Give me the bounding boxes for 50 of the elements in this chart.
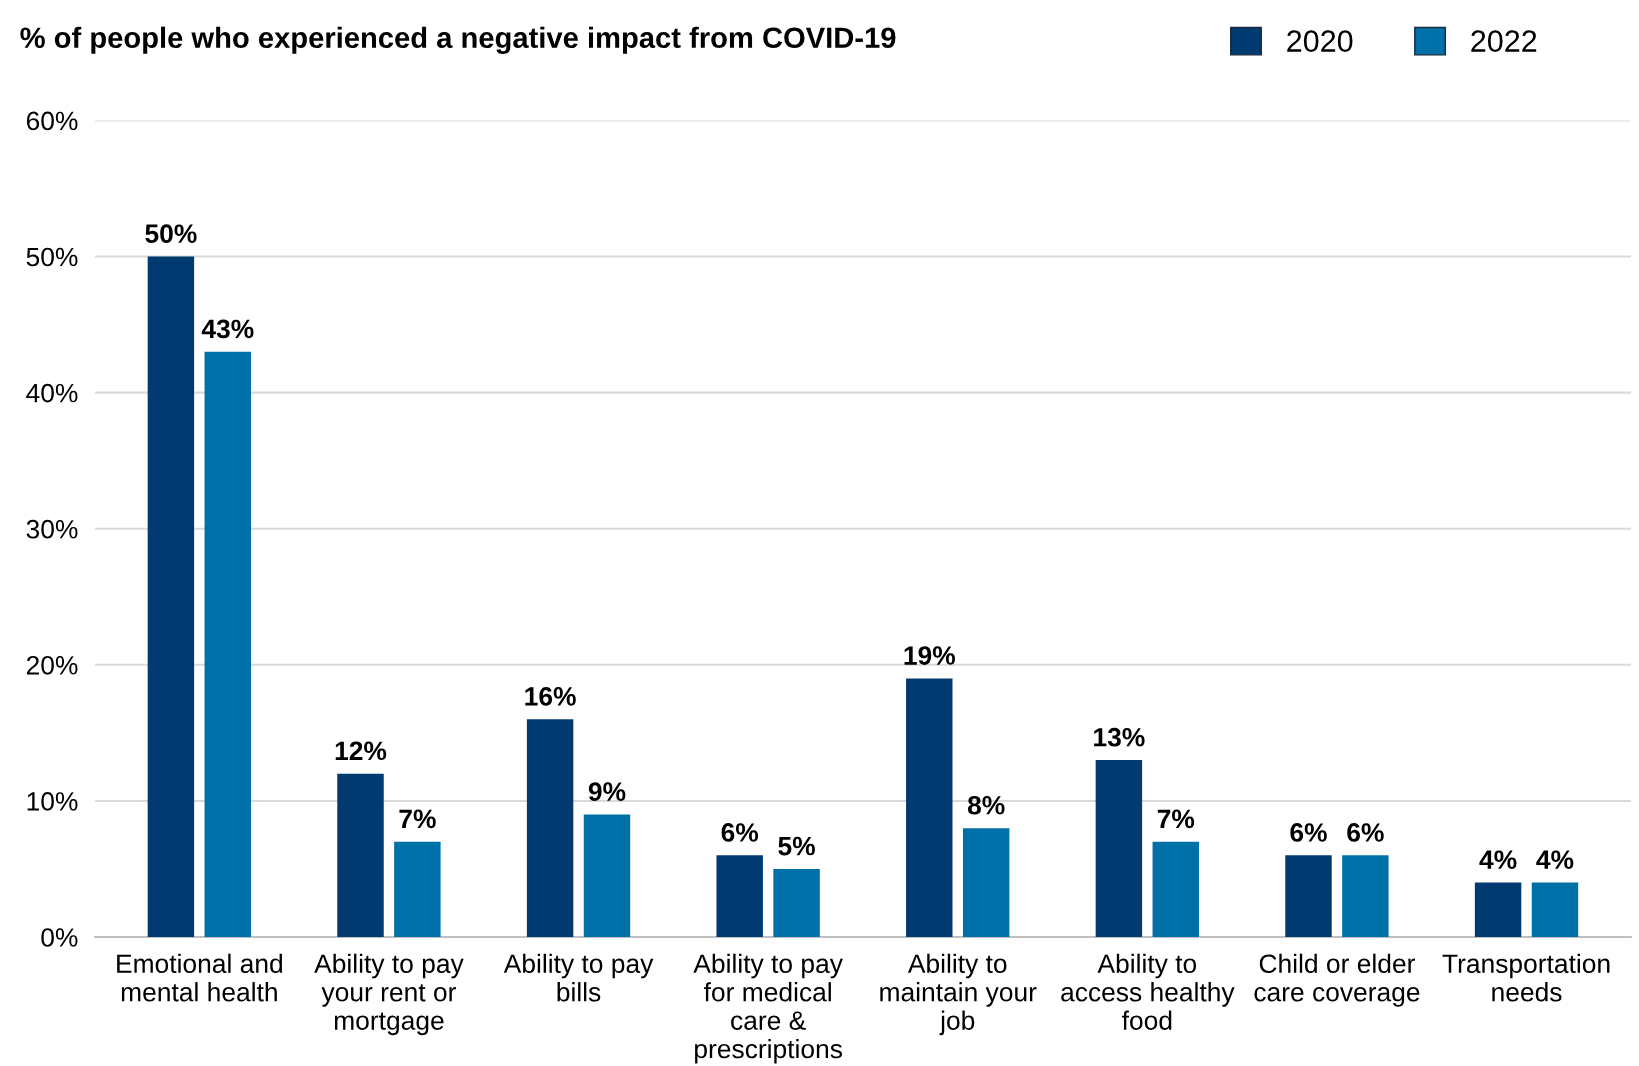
- data-label: 4%: [1536, 850, 1574, 869]
- data-label: 8%: [967, 795, 1005, 815]
- data-label: 6%: [1290, 823, 1327, 842]
- x-tick-label: Ability to pay bills: [503, 953, 654, 1002]
- chart-title: % of people who experienced a negative impact from COVID-19: [20, 26, 896, 54]
- data-label: 13%: [1094, 727, 1145, 747]
- y-tick-label: 30%: [26, 519, 78, 539]
- bar: [1342, 855, 1389, 938]
- data-label: 7%: [399, 809, 436, 829]
- bar: [1095, 760, 1143, 938]
- x-tick-label: Child or elder care coverage: [1254, 953, 1420, 1007]
- x-tick-label: Ability to access healthy food: [1061, 953, 1235, 1030]
- bar: [337, 773, 384, 938]
- y-tick-label: 50%: [26, 247, 78, 267]
- bar: [526, 719, 574, 938]
- bar: [962, 828, 1010, 938]
- bar: [147, 256, 195, 938]
- data-label: 9%: [588, 782, 626, 801]
- y-tick-label: 60%: [26, 111, 78, 131]
- x-tick-label: Transportation needs: [1442, 953, 1610, 1002]
- data-label: 6%: [721, 823, 759, 842]
- bar: [1474, 882, 1522, 938]
- x-tick-label: Ability to pay for medical care & prescriptions: [693, 953, 843, 1064]
- data-label: 4%: [1479, 850, 1517, 869]
- x-tick-label: Ability to maintain your job: [880, 953, 1037, 1036]
- bar: [204, 351, 252, 938]
- data-label: 6%: [1347, 823, 1384, 842]
- x-tick-label: Emotional and mental health: [117, 953, 282, 1002]
- data-label: 16%: [525, 687, 576, 706]
- bar: [583, 814, 631, 938]
- bar: [394, 841, 441, 938]
- x-tick-label: Ability to pay your rent or mortgage: [314, 953, 464, 1036]
- bar: [1531, 882, 1579, 938]
- legend-label: 2022: [1471, 30, 1537, 52]
- bar: [773, 868, 820, 938]
- y-tick-label: 10%: [27, 792, 78, 811]
- y-tick-label: 20%: [26, 655, 78, 675]
- legend-label: 2020: [1287, 30, 1353, 52]
- data-label: 12%: [335, 741, 387, 761]
- bar: [1152, 841, 1199, 938]
- data-label: 50%: [145, 224, 197, 243]
- data-label: 5%: [778, 836, 815, 856]
- data-label: 43%: [201, 319, 254, 339]
- bar: [716, 855, 763, 938]
- y-tick-label: 40%: [26, 383, 78, 403]
- bar: [1285, 855, 1332, 938]
- y-tick-label: 0%: [41, 928, 78, 947]
- data-label: 7%: [1157, 809, 1195, 829]
- bar: [906, 678, 953, 938]
- data-label: 19%: [904, 646, 956, 665]
